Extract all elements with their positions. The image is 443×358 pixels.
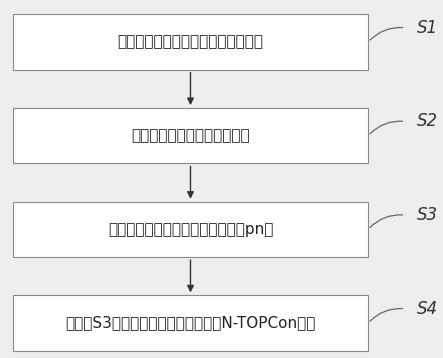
Text: S2: S2: [416, 112, 438, 130]
Bar: [13, 14, 368, 70]
Text: 对步骤S3得到的硅片进行后处理制得N-TOPCon电池: 对步骤S3得到的硅片进行后处理制得N-TOPCon电池: [65, 316, 316, 330]
Text: 对硅片依次进行制绒、硼扩散形成pn结: 对硅片依次进行制绒、硼扩散形成pn结: [108, 222, 273, 237]
Text: S1: S1: [416, 19, 438, 37]
Text: 对硅片进行磷扩散以吸附硅片的杂质: 对硅片进行磷扩散以吸附硅片的杂质: [117, 35, 264, 49]
Text: 去除硅片表面形成的磷硅玻璃: 去除硅片表面形成的磷硅玻璃: [131, 128, 250, 143]
Text: S4: S4: [416, 300, 438, 318]
Bar: [13, 295, 368, 351]
Bar: [13, 108, 368, 164]
Bar: [13, 202, 368, 257]
Text: S3: S3: [416, 206, 438, 224]
